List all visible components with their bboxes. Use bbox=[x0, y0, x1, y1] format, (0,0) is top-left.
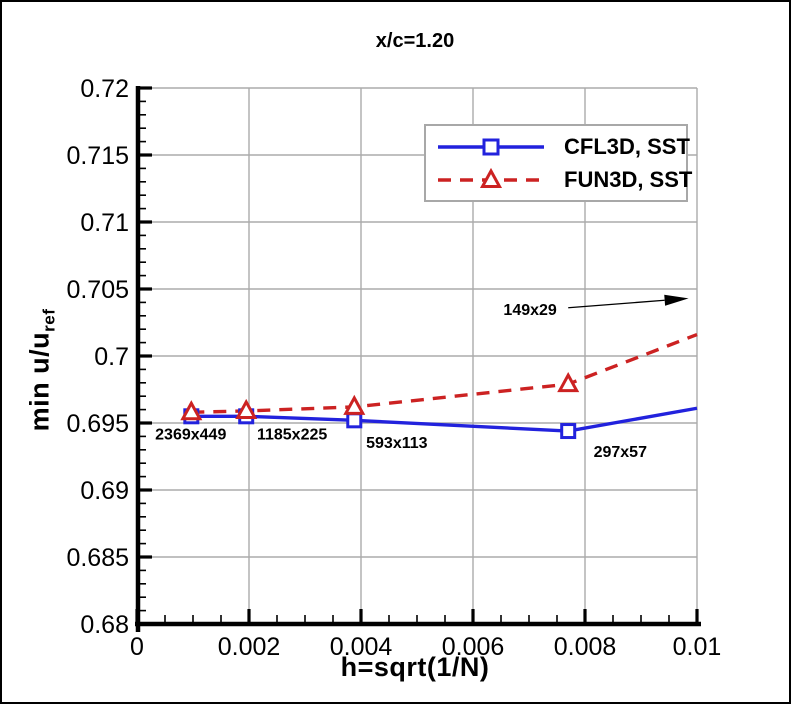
y-tick-label: 0.715 bbox=[66, 142, 129, 170]
x-tick-label: 0.006 bbox=[442, 633, 505, 661]
y-tick-label: 0.7 bbox=[94, 343, 129, 371]
y-tick-label: 0.705 bbox=[66, 276, 129, 304]
y-axis-label: min u/uref bbox=[24, 309, 59, 432]
legend-label-cfl3d: CFL3D, SST bbox=[564, 133, 690, 159]
y-tick-label: 0.695 bbox=[66, 410, 129, 438]
legend-item-cfl3d: CFL3D, SST bbox=[436, 131, 690, 163]
grid-size-annotation: 593x113 bbox=[366, 435, 428, 452]
grid-size-annotation: 2369x449 bbox=[155, 427, 226, 444]
legend-swatch-red-triangle-line bbox=[438, 167, 544, 188]
y-axis-label-subscript: ref bbox=[39, 308, 59, 332]
x-tick-label: 0 bbox=[130, 633, 144, 661]
y-tick-label: 0.69 bbox=[80, 477, 129, 505]
y-tick-label: 0.685 bbox=[66, 544, 129, 572]
x-axis-label: h=sqrt(1/N) bbox=[340, 652, 490, 682]
grid-size-annotation: 1185x225 bbox=[257, 427, 327, 444]
legend-swatch-blue-square-line bbox=[438, 138, 544, 155]
grid-size-annotation: 149x29 bbox=[503, 302, 556, 319]
grid-size-annotation: 297x57 bbox=[594, 444, 647, 461]
y-tick-label: 0.68 bbox=[80, 611, 129, 639]
legend-label-fun3d: FUN3D, SST bbox=[564, 166, 693, 192]
chart-title: x/c=1.20 bbox=[375, 30, 455, 52]
y-tick-label: 0.72 bbox=[80, 75, 129, 103]
x-tick-label: 0.008 bbox=[554, 633, 617, 661]
y-axis-label-main: min u/u bbox=[24, 331, 55, 432]
legend-item-fun3d: FUN3D, SST bbox=[436, 164, 692, 196]
annotation-arrow bbox=[664, 294, 689, 306]
legend: CFL3D, SST FUN3D, SST bbox=[424, 124, 692, 202]
y-tick-label: 0.71 bbox=[80, 209, 129, 237]
x-tick-label: 0.004 bbox=[330, 633, 393, 661]
x-tick-label: 0.002 bbox=[218, 633, 281, 661]
x-tick-label: 0.01 bbox=[673, 633, 722, 661]
